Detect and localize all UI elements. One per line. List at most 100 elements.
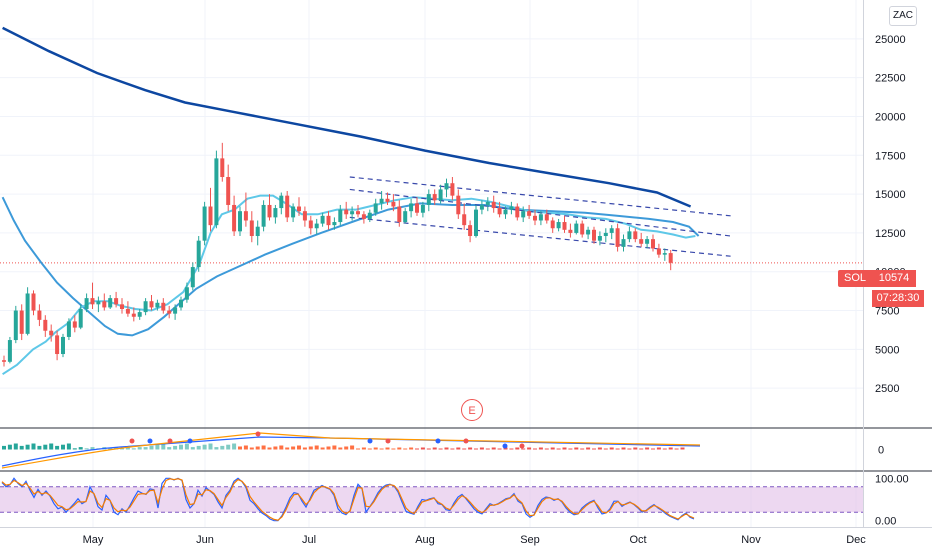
candle-body [196, 240, 201, 268]
candle [544, 209, 549, 224]
candle [149, 295, 154, 311]
candle [574, 220, 579, 235]
histogram-bar [78, 447, 83, 450]
candle [344, 201, 349, 219]
crossover-dot [463, 438, 469, 444]
candle [538, 211, 543, 226]
histogram-bar [43, 444, 48, 450]
candle [155, 299, 160, 311]
candle [308, 215, 313, 235]
histogram-bar [533, 448, 537, 450]
histogram-bar [391, 448, 396, 450]
candle [279, 192, 284, 215]
crossover-dot [147, 438, 153, 444]
histogram-bar [66, 443, 71, 450]
candle-body [90, 298, 95, 305]
time-axis[interactable]: May Jun Jul Aug Sep Oct Nov Dec [83, 534, 867, 546]
candle [356, 204, 360, 218]
candle [196, 236, 201, 272]
time-tick-label: Jun [196, 534, 214, 546]
histogram-bar [379, 448, 384, 450]
candle-body [385, 198, 390, 202]
histogram-bar [420, 447, 425, 450]
histogram-bar [668, 447, 673, 450]
candle [409, 198, 414, 218]
candle [208, 187, 213, 232]
histogram-bar [208, 443, 213, 450]
candle [13, 305, 18, 344]
candle [125, 301, 130, 317]
histogram-bar [90, 447, 95, 450]
histogram-bar [356, 448, 360, 450]
candle-body [43, 319, 48, 331]
histogram-bar [190, 447, 195, 450]
candle-body [338, 209, 343, 223]
candle-body [409, 203, 414, 212]
candle [84, 293, 89, 313]
histogram-bar [49, 443, 54, 450]
candle-body [7, 340, 12, 362]
countdown-badge: 07:28:30 [872, 290, 924, 307]
candle-body [420, 204, 425, 213]
candle [261, 200, 266, 232]
time-tick-label: Aug [415, 534, 435, 546]
candle-body [415, 203, 419, 213]
candle [621, 234, 626, 252]
histogram-bar [656, 447, 661, 450]
histogram-bar [31, 443, 36, 450]
candle [603, 228, 608, 243]
candle-body [137, 312, 142, 317]
histogram-bar [131, 448, 136, 450]
candle-body [527, 211, 532, 216]
candle [291, 203, 296, 223]
candle-body [226, 177, 231, 205]
candle [503, 206, 508, 219]
candle [379, 190, 384, 210]
histogram-bar [562, 447, 567, 450]
candle-body [621, 239, 626, 247]
scale-button[interactable]: ZAC [889, 6, 917, 26]
histogram-bar [84, 448, 89, 450]
oscillator-macd-line [1, 432, 701, 469]
candle [615, 223, 620, 252]
candle-body [350, 211, 355, 215]
candle-body [491, 201, 496, 209]
earnings-marker-icon[interactable]: E [461, 399, 483, 421]
candle [96, 296, 101, 313]
histogram-bar [332, 445, 337, 450]
histogram-bar [338, 447, 343, 450]
histogram-bar [456, 447, 461, 450]
candle-body [568, 229, 573, 233]
trend-channel-line [349, 176, 731, 217]
candle [43, 315, 48, 337]
candle [651, 234, 655, 252]
histogram-bar [297, 445, 301, 450]
candle [108, 295, 113, 309]
right-axis[interactable]: 2500500075001000012500150001750020000225… [875, 34, 906, 395]
candle [415, 197, 419, 216]
candle-body [403, 211, 408, 223]
candle [597, 231, 602, 246]
histogram-bar [273, 446, 278, 450]
histogram-bar [184, 443, 189, 450]
histogram-bar [568, 448, 573, 450]
candle [403, 208, 408, 224]
candle [550, 217, 555, 233]
price-tick-label: 15000 [875, 189, 906, 201]
oscillator-signal-line [1, 436, 701, 467]
histogram-bar [438, 448, 443, 450]
candle [267, 194, 272, 221]
candle-body [308, 220, 313, 229]
histogram-bar [485, 448, 490, 450]
histogram-bar [468, 447, 473, 450]
candle-body [379, 198, 384, 204]
candle-body [84, 298, 89, 309]
time-tick-label: Oct [629, 534, 646, 546]
candle [190, 262, 195, 291]
candle-body [432, 194, 437, 201]
candle [137, 308, 142, 320]
histogram-bar [267, 447, 272, 450]
histogram-bar [544, 448, 549, 450]
candle [456, 189, 461, 219]
